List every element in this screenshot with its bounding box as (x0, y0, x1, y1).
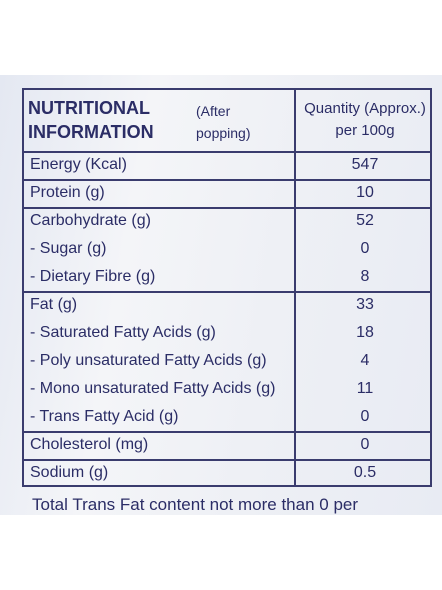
row-value: 11 (356, 380, 374, 397)
row-value: 547 (351, 156, 379, 173)
label-photo: NUTRITIONAL INFORMATION (After popping) … (0, 75, 442, 515)
row-border (24, 431, 430, 433)
quantity-header: Quantity (Approx.) per 100g (304, 100, 426, 139)
row-label: - Saturated Fatty Acids (g) (30, 324, 216, 341)
footer-note: Total Trans Fat content not more than 0 … (32, 495, 359, 514)
row-value: 0 (360, 436, 370, 453)
column-divider (294, 90, 296, 485)
row-value: 33 (356, 296, 374, 313)
row-border (24, 151, 430, 153)
nutrition-table: NUTRITIONAL INFORMATION (After popping) … (22, 88, 432, 487)
title: INFORMATION (28, 122, 154, 142)
title: NUTRITIONAL (28, 98, 150, 118)
row-label: - Mono unsaturated Fatty Acids (g) (30, 380, 276, 397)
row-label: - Poly unsaturated Fatty Acids (g) (30, 352, 267, 369)
row-value: 8 (360, 268, 370, 285)
row-value: 0 (360, 240, 370, 257)
row-label: - Trans Fatty Acid (g) (30, 408, 179, 425)
row-label: - Sugar (g) (30, 240, 107, 257)
row-label: - Dietary Fibre (g) (30, 268, 156, 285)
row-label: Energy (Kcal) (30, 156, 127, 173)
row-border (24, 179, 430, 181)
row-label: Sodium (g) (30, 464, 109, 481)
row-border (24, 207, 430, 209)
row-value: 18 (356, 324, 374, 341)
row-value: 0.5 (353, 464, 377, 481)
note: (After popping) (196, 103, 251, 141)
row-label: Fat (g) (30, 296, 78, 313)
row-value: 4 (360, 352, 370, 369)
row-value: 52 (356, 212, 374, 229)
row-value: 0 (360, 408, 370, 425)
row-border (24, 291, 430, 293)
row-value: 10 (356, 184, 374, 201)
row-label: Protein (g) (30, 184, 105, 201)
row-label: Carbohydrate (g) (30, 212, 151, 229)
row-border (24, 459, 430, 461)
row-label: Cholesterol (mg) (30, 436, 149, 453)
